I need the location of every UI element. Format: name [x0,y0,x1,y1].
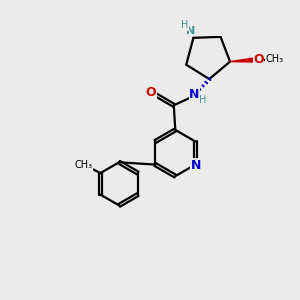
Text: H: H [181,20,189,31]
Text: CH₃: CH₃ [266,54,284,64]
Text: O: O [253,53,264,66]
Text: CH₃: CH₃ [74,160,93,170]
Text: O: O [146,86,156,99]
Text: N: N [189,88,200,101]
Polygon shape [230,58,253,62]
Text: H: H [199,95,207,105]
Text: N: N [186,26,195,36]
Text: N: N [191,159,201,172]
